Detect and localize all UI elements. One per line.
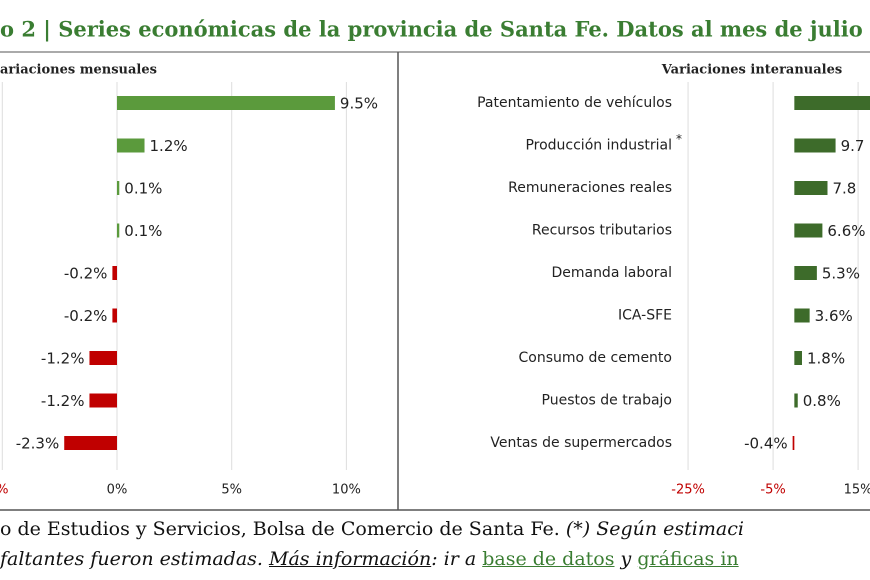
bar	[794, 96, 870, 110]
chart: o 2 | Series económicas de la provincia …	[0, 17, 870, 511]
panel-title: Variaciones interanuales	[661, 63, 842, 78]
x-tick-label: -5%	[760, 483, 785, 498]
footer-text: o de Estudios y Servicios, Bolsa de Come…	[0, 518, 566, 540]
x-tick-label: 0%	[107, 483, 128, 498]
value-label: 3.6%	[815, 307, 853, 325]
x-tick-label: %	[0, 483, 8, 498]
category-label: Demanda laboral	[551, 265, 672, 281]
bar	[794, 138, 836, 153]
bar	[116, 181, 120, 195]
value-label: 0.8%	[803, 392, 841, 410]
bar	[794, 393, 798, 408]
bar	[64, 436, 117, 450]
value-label: 5.3%	[822, 265, 860, 283]
footer: o de Estudios y Servicios, Bolsa de Come…	[0, 514, 870, 574]
value-label: 9.5%	[340, 95, 378, 113]
footer-text: y	[614, 548, 638, 570]
annotation: *	[676, 132, 682, 146]
x-tick-label: 5%	[221, 483, 242, 498]
value-label: 1.2%	[150, 137, 188, 155]
category-label: Patentamiento de vehículos	[477, 95, 672, 111]
x-tick-label: 15%	[844, 483, 870, 498]
bar	[116, 223, 120, 238]
category-label: Ventas de supermercados	[490, 435, 672, 451]
footer-text: Más información	[269, 548, 432, 570]
value-label: 1.8%	[807, 350, 845, 368]
value-label: -0.2%	[64, 265, 108, 283]
value-label: 6.6%	[827, 222, 865, 240]
bar	[794, 181, 828, 195]
footer-text: faltantes fueron estimadas.	[0, 548, 269, 570]
value-label: 9.7	[841, 137, 865, 155]
bar	[112, 266, 117, 280]
footer-line: o de Estudios y Servicios, Bolsa de Come…	[0, 514, 870, 544]
page-title: o 2 | Series económicas de la provincia …	[0, 17, 863, 42]
value-label: -1.2%	[41, 392, 85, 410]
footer-text: (*) Según estimaci	[565, 518, 744, 540]
category-label: Consumo de cemento	[519, 350, 672, 366]
value-label: -0.2%	[64, 307, 108, 325]
value-label: 0.1%	[124, 180, 162, 198]
bar	[116, 138, 145, 153]
x-tick-label: 10%	[332, 483, 361, 498]
x-tick-label: -25%	[671, 483, 705, 498]
footer-link[interactable]: base de datos	[482, 548, 615, 570]
value-label: -2.3%	[16, 435, 60, 453]
category-label: Puestos de trabajo	[542, 393, 672, 409]
footer-line: faltantes fueron estimadas. Más informac…	[0, 544, 870, 574]
value-label: -1.2%	[41, 350, 85, 368]
bar	[89, 393, 117, 408]
bar	[792, 436, 795, 450]
bar	[112, 308, 117, 323]
bar	[794, 308, 810, 323]
category-label: ICA-SFE	[618, 308, 672, 324]
footer-link[interactable]: gráficas in	[637, 548, 739, 570]
bar	[794, 351, 802, 365]
category-label: Producción industrial	[525, 138, 672, 154]
value-label: -0.4%	[744, 435, 788, 453]
panel-title: ariaciones mensuales	[0, 63, 157, 78]
category-label: Recursos tributarios	[532, 223, 672, 239]
bar	[89, 351, 117, 365]
value-label: 0.1%	[124, 222, 162, 240]
bar	[794, 223, 823, 238]
value-label: 7.8	[832, 180, 856, 198]
category-label: Remuneraciones reales	[508, 180, 672, 196]
bar	[794, 266, 817, 280]
footer-text: : ir a	[431, 548, 483, 570]
bar	[116, 96, 335, 110]
